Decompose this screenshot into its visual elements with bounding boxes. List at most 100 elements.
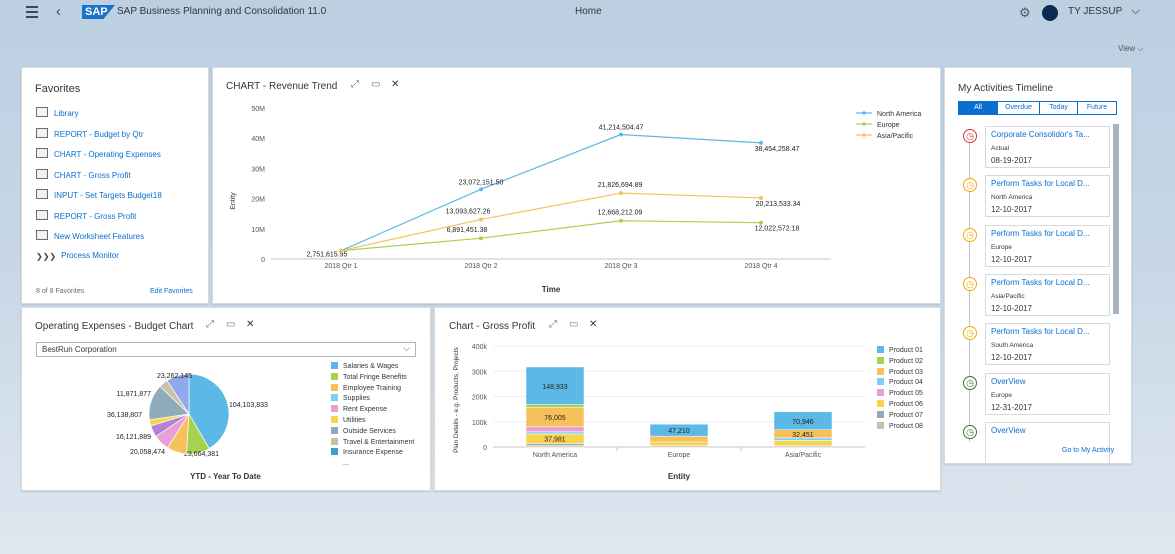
filter-all[interactable]: All <box>958 101 998 115</box>
favorite-item-label: New Worksheet Features <box>54 232 145 241</box>
chevron-down-icon[interactable]: ⌵ <box>403 343 410 353</box>
activity-title[interactable]: OverView <box>991 425 1026 435</box>
close-icon[interactable]: ✕ <box>589 319 598 330</box>
bar-segment[interactable] <box>773 440 833 446</box>
table-view-icon[interactable]: ▭ <box>226 319 236 330</box>
view-menu[interactable]: View ⌵ <box>1118 44 1144 53</box>
bar-segment[interactable] <box>649 435 709 443</box>
chevron-down-icon[interactable]: ⌵ <box>1131 3 1141 17</box>
bar-segment[interactable] <box>525 404 585 408</box>
close-icon[interactable]: ✕ <box>246 319 255 330</box>
revenue-chart-title: CHART - Revenue Trend <box>226 81 338 92</box>
expand-icon[interactable]: ⤢ <box>351 79 359 90</box>
timeline-card[interactable]: OverView Europe 12-31-2017 <box>985 372 1110 415</box>
favorite-item[interactable]: ❯❯❯ Process Monitor <box>36 251 119 261</box>
expand-icon[interactable]: ⤢ <box>549 319 557 330</box>
timeline-card[interactable]: Perform Tasks for Local D... Asia/Pacific… <box>985 273 1110 316</box>
legend-swatch <box>331 415 338 423</box>
bar-label: 76,005 <box>544 415 566 422</box>
legend-swatch <box>877 378 884 386</box>
close-icon[interactable]: ✕ <box>391 79 400 90</box>
bar-segment[interactable] <box>525 443 585 446</box>
entity-select[interactable]: BestRun Corporation ⌵ <box>36 342 416 357</box>
favorite-item[interactable]: REPORT - Gross Profit <box>36 209 136 221</box>
favorite-item[interactable]: CHART - Operating Expenses <box>36 148 161 159</box>
favorite-item[interactable]: REPORT - Budget by Qtr <box>36 127 144 139</box>
x-tick-label: Asia/Pacific <box>785 452 822 459</box>
pie-slice[interactable] <box>166 373 190 416</box>
favorite-item[interactable]: CHART - Gross Profit <box>36 168 131 180</box>
timeline-card[interactable]: Corporate Consolidor's Ta... Actual 08-19-… <box>985 126 1110 168</box>
y-tick-label: 10M <box>251 227 265 234</box>
done-clock-icon: ◷ <box>963 375 977 390</box>
activity-context: South America <box>991 342 1034 350</box>
activity-title[interactable]: Corporate Consolidor's Ta... <box>991 130 1090 139</box>
filter-overdue[interactable]: Overdue <box>997 101 1040 115</box>
activity-title[interactable]: Perform Tasks for Local D... <box>991 228 1090 238</box>
legend-marker <box>862 133 866 137</box>
data-point[interactable] <box>759 140 763 145</box>
data-point[interactable] <box>759 220 763 225</box>
y-tick-label: 400k <box>472 344 488 351</box>
legend-label: Product 08 <box>889 422 923 430</box>
legend-item: Product 03 <box>877 367 923 379</box>
activities-timeline-tile: My Activities Timeline All Overdue Today… <box>944 67 1132 464</box>
data-point[interactable] <box>479 217 483 222</box>
pie-slice[interactable] <box>188 373 230 450</box>
favorite-item[interactable]: New Worksheet Features <box>36 230 144 241</box>
table-view-icon[interactable]: ▭ <box>569 319 579 330</box>
legend-label: Supplies <box>343 395 370 403</box>
favorites-title: Favorites <box>35 83 81 95</box>
filter-future[interactable]: Future <box>1077 101 1117 115</box>
bar-segment[interactable] <box>525 431 585 435</box>
expand-icon[interactable]: ⤢ <box>206 319 214 330</box>
x-tick-label: 2018 Qtr 4 <box>744 263 777 270</box>
bar-segment[interactable] <box>525 366 585 405</box>
activity-date: 12-10-2017 <box>991 303 1032 313</box>
revenue-line-chart: 50M 40M 30M 20M 10M 0 2018 Qtr 1 2018 Qtr 2 2018… <box>230 106 921 294</box>
favorite-item[interactable]: INPUT - Set Targets Budget18 <box>36 189 162 200</box>
bar-segment[interactable] <box>525 426 585 433</box>
favorite-item[interactable]: Library <box>36 107 78 118</box>
slice-label: 16,121,889 <box>116 434 151 441</box>
bar-segment[interactable] <box>649 423 709 437</box>
user-name[interactable]: TY JESSUP <box>1068 6 1123 17</box>
timeline-card[interactable]: Perform Tasks for Local D... North Americ… <box>985 175 1110 218</box>
activity-title[interactable]: Perform Tasks for Local D... <box>991 327 1090 337</box>
bar-segment[interactable] <box>525 444 585 448</box>
filter-today[interactable]: Today <box>1039 101 1078 115</box>
data-point[interactable] <box>339 248 343 253</box>
data-point[interactable] <box>479 187 483 192</box>
avatar[interactable] <box>1042 5 1058 21</box>
data-point[interactable] <box>479 236 483 241</box>
bar-segment[interactable] <box>649 441 709 446</box>
legend-item: Product 02 <box>877 356 923 368</box>
edit-favorites-link[interactable]: Edit Favorites <box>150 288 193 295</box>
series-line <box>340 220 762 252</box>
activity-title[interactable]: Perform Tasks for Local D... <box>991 179 1090 189</box>
data-point[interactable] <box>619 218 623 223</box>
menu-icon[interactable] <box>26 6 38 18</box>
data-label: 23,072,151.50 <box>459 179 504 186</box>
timeline-card[interactable]: Perform Tasks for Local D... Europe 12-10-… <box>985 224 1110 267</box>
go-to-activity-link[interactable]: Go to My Activity <box>1062 447 1115 454</box>
activity-title[interactable]: OverView <box>991 376 1026 386</box>
data-point[interactable] <box>619 132 623 137</box>
legend-swatch <box>331 426 338 434</box>
activity-title[interactable]: Perform Tasks for Local D... <box>991 277 1090 287</box>
slice-label: 20,058,474 <box>130 449 165 456</box>
bar-segment[interactable] <box>773 411 833 430</box>
scrollbar[interactable] <box>1113 124 1119 314</box>
legend-swatch <box>877 389 884 397</box>
y-tick-label: 0 <box>483 445 487 452</box>
data-point[interactable] <box>619 191 623 196</box>
activity-context: Actual <box>991 145 1010 152</box>
timeline-card[interactable]: OverView <box>985 421 1110 463</box>
data-point[interactable] <box>759 195 763 200</box>
data-label: 12,668,212.09 <box>598 210 643 217</box>
gear-icon[interactable]: ⚙ <box>1019 5 1031 20</box>
back-icon[interactable]: ‹ <box>56 3 61 20</box>
timeline-card[interactable]: Perform Tasks for Local D... South Americ… <box>985 323 1110 366</box>
table-view-icon[interactable]: ▭ <box>371 79 381 90</box>
legend-item: Supplies <box>331 394 414 405</box>
